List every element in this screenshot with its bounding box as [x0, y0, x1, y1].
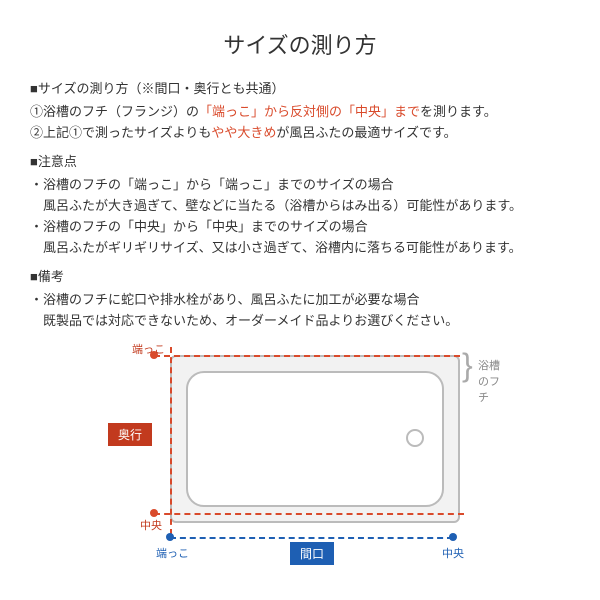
- highlight-text: やや大きめ: [211, 125, 276, 140]
- dashed-left-edge: [170, 347, 172, 535]
- text: を測ります。: [420, 104, 497, 119]
- brace-icon: }: [462, 349, 473, 381]
- highlight-text: 「端っこ」から反対側の「中央」まで: [199, 104, 420, 119]
- label-hashikko-top: 端っこ: [132, 341, 165, 357]
- section-caution-head: ■注意点: [30, 151, 570, 170]
- how-line-1: ①浴槽のフチ（フランジ）の「端っこ」から反対側の「中央」までを測ります。: [30, 101, 570, 120]
- caution-line: 風呂ふたがギリギリサイズ、又は小さ過ぎて、浴槽内に落ちる可能性があります。: [30, 237, 570, 256]
- maguchi-tag: 間口: [290, 542, 334, 565]
- caution-line: 風呂ふたが大き過ぎて、壁などに当たる（浴槽からはみ出る）可能性があります。: [30, 195, 570, 214]
- label-chuo-right: 中央: [442, 545, 464, 561]
- section-how-head: ■サイズの測り方（※間口・奥行とも共通）: [30, 78, 570, 97]
- label-hashikko-bottom: 端っこ: [156, 545, 189, 561]
- dashed-top-edge: [154, 355, 460, 357]
- dot-bottom-right: [449, 533, 457, 541]
- dashed-maguchi: [170, 537, 453, 539]
- dot-bottom-left: [166, 533, 174, 541]
- page-title: サイズの測り方: [30, 28, 570, 60]
- caution-line: ・浴槽のフチの「端っこ」から「端っこ」までのサイズの場合: [30, 174, 570, 193]
- label-chuo-left: 中央: [140, 517, 162, 533]
- label-fuchi: 浴槽のフチ: [478, 357, 510, 405]
- text: が風呂ふたの最適サイズです。: [276, 125, 456, 140]
- dashed-center-h: [154, 513, 464, 515]
- remarks-line: ・浴槽のフチに蛇口や排水栓があり、風呂ふたに加工が必要な場合: [30, 289, 570, 308]
- drain-circle: [406, 429, 424, 447]
- text: ①浴槽のフチ（フランジ）の: [30, 104, 199, 119]
- text: ②上記①で測ったサイズよりも: [30, 125, 211, 140]
- measurement-diagram: 奥行 間口 端っこ 中央 端っこ 中央 } 浴槽のフチ: [90, 345, 510, 575]
- section-remarks-head: ■備考: [30, 266, 570, 285]
- remarks-line: 既製品では対応できないため、オーダーメイド品よりお選びください。: [30, 310, 570, 329]
- how-line-2: ②上記①で測ったサイズよりもやや大きめが風呂ふたの最適サイズです。: [30, 122, 570, 141]
- dot-center-left: [150, 509, 158, 517]
- okuyuki-tag: 奥行: [108, 423, 152, 446]
- caution-line: ・浴槽のフチの「中央」から「中央」までのサイズの場合: [30, 216, 570, 235]
